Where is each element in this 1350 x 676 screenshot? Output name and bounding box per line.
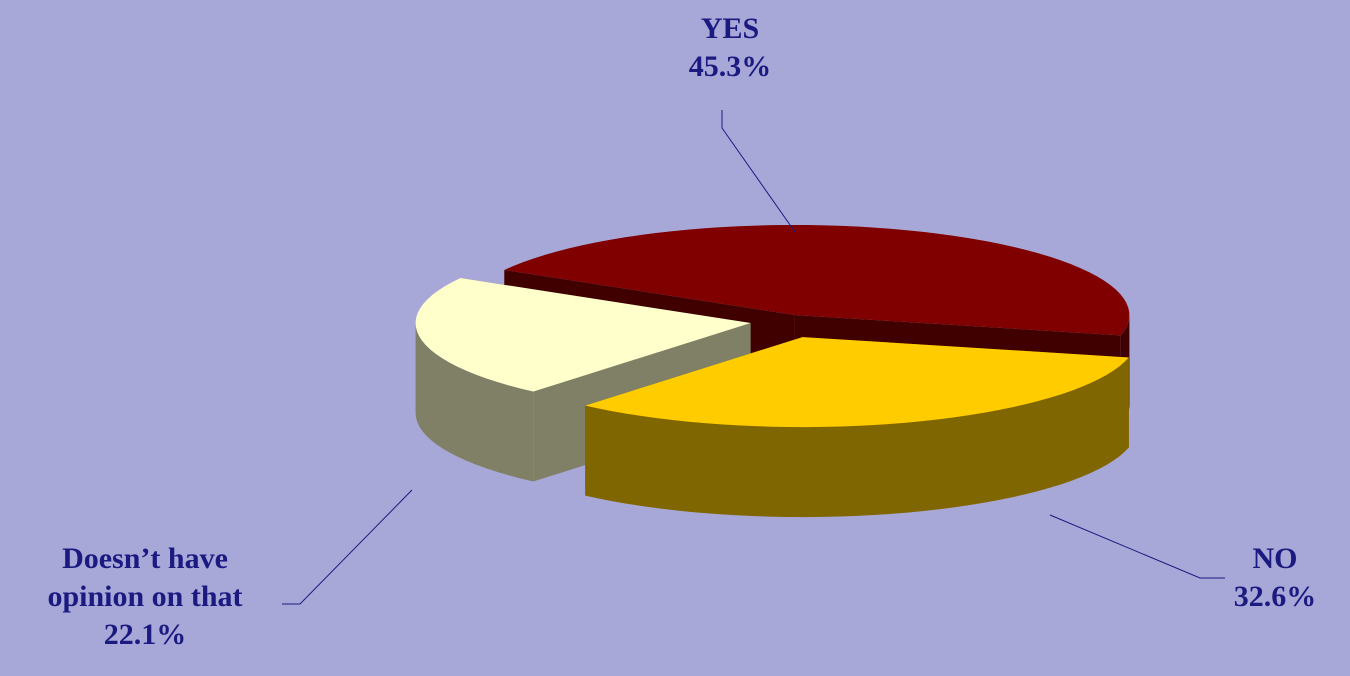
pie-slice-yes-top [504, 224, 1130, 336]
pie-slice-no [585, 337, 1129, 518]
slice-label-no-opinion-line1: Doesn’t have [62, 542, 228, 575]
pie-slice-no-side [585, 357, 1129, 518]
pie-slice-no-top [585, 337, 1129, 428]
pie-slice-no-opinion-top [415, 278, 751, 392]
pie-slice-no-opinion-side [415, 323, 534, 482]
leader-line-no [1049, 514, 1225, 579]
slice-label-yes-value: 45.3% [688, 50, 772, 83]
leader-line-yes [721, 110, 796, 233]
slice-label-no-opinion: Doesn’t have opinion on that 22.1% [0, 540, 290, 654]
slice-label-no-name: NO [1252, 542, 1298, 575]
leader-line-no-opinion [282, 489, 413, 605]
slice-label-yes-name: YES [700, 12, 760, 45]
slice-label-no: NO 32.6% [1200, 540, 1350, 616]
slice-label-no-opinion-value: 22.1% [103, 618, 187, 651]
slice-label-no-opinion-line2: opinion on that [47, 580, 243, 613]
slice-label-no-value: 32.6% [1233, 580, 1317, 613]
slice-label-yes: YES 45.3% [640, 10, 820, 86]
